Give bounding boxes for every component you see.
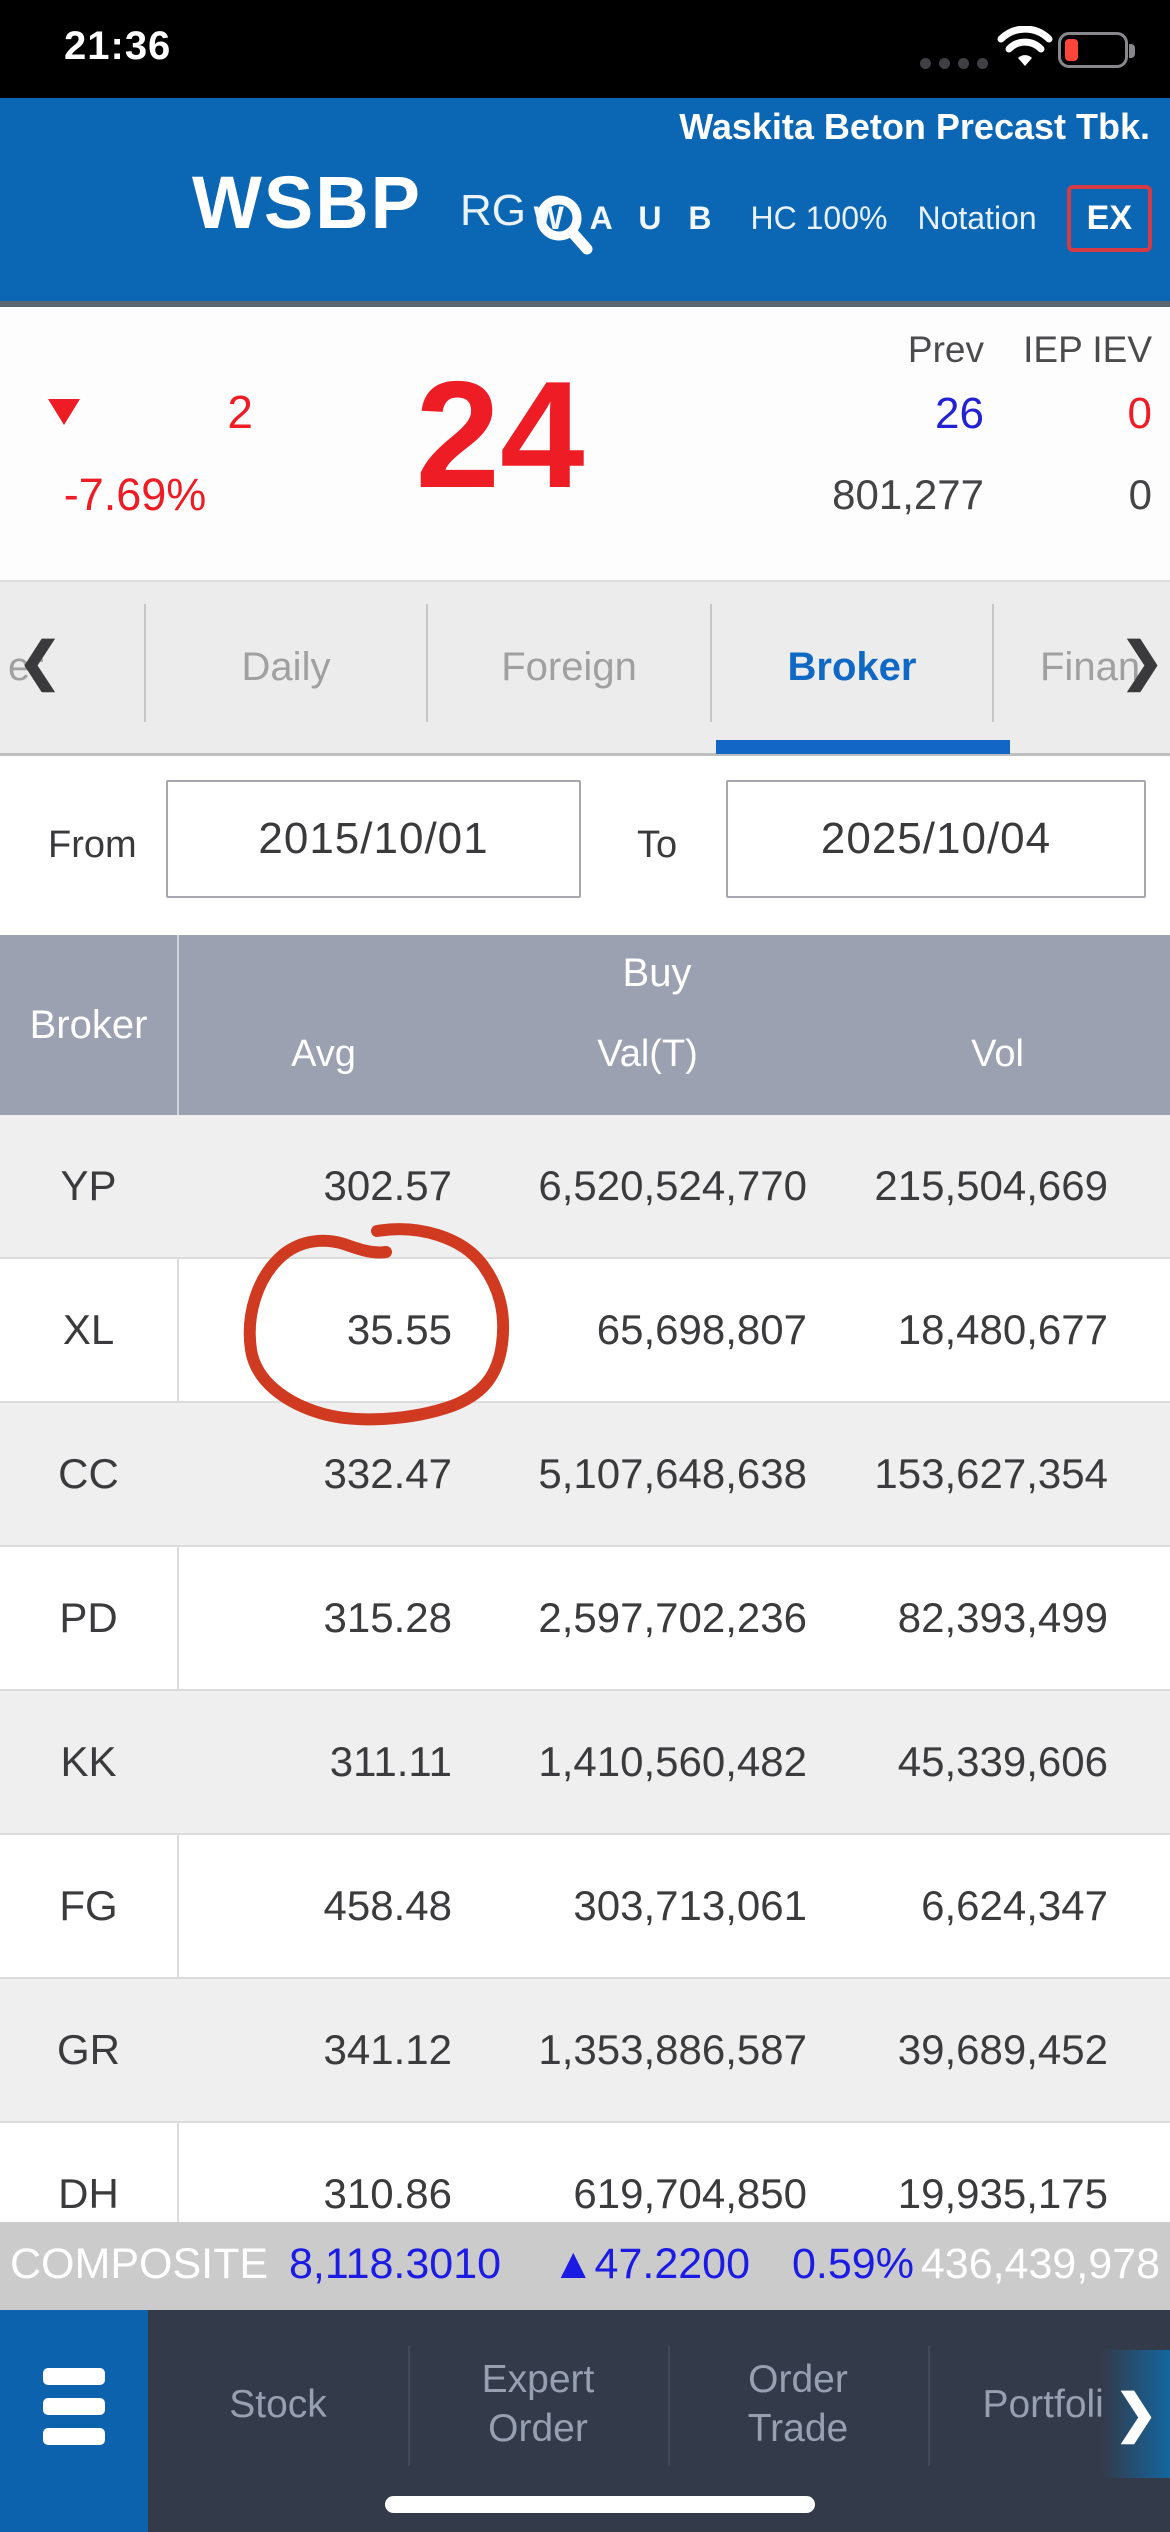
tab-broker[interactable]: Broker — [787, 645, 917, 689]
to-date-input[interactable]: 2025/10/04 — [726, 780, 1146, 898]
price-change: 2 — [227, 386, 253, 438]
chevron-right-icon[interactable]: ❯ — [1120, 633, 1164, 691]
composite-volume: 436,439,978 — [920, 2240, 1160, 2288]
prev-volume: 801,277 — [832, 471, 984, 518]
app-header: WSBP RG Waskita Beton Precast Tbk. W A U… — [0, 98, 1170, 307]
battery-level-low — [1065, 39, 1078, 61]
to-label: To — [637, 824, 678, 866]
menu-button[interactable] — [0, 2310, 148, 2532]
table-header: Broker Buy Avg Val(T) Vol — [0, 935, 1170, 1115]
tab-financial[interactable]: Finan — [1040, 645, 1141, 689]
company-name: Waskita Beton Precast Tbk. — [679, 106, 1150, 147]
composite-change: ▲47.2200 — [552, 2240, 750, 2288]
tab-daily[interactable]: Daily — [241, 645, 331, 689]
from-date-input[interactable]: 2015/10/01 — [166, 780, 581, 898]
iev-value: 0 — [1127, 389, 1152, 438]
nav-expert-order[interactable]: Expert Order — [481, 2358, 595, 2450]
val-column-header: Val(T) — [597, 1033, 698, 1075]
avg-column-header: Avg — [291, 1033, 356, 1075]
nav-stock[interactable]: Stock — [229, 2382, 327, 2426]
tab-bar: er Daily Foreign Broker Finan ❮ ❯ — [0, 580, 1170, 756]
vol-column-header: Vol — [971, 1033, 1024, 1075]
tab-partial-left[interactable]: er — [8, 645, 44, 689]
table-row-xl[interactable]: XL 35.55 65,698,807 18,480,677 — [0, 1259, 1170, 1403]
price-change-percent: -7.69% — [63, 469, 207, 520]
table-row-fg[interactable]: FG 458.48 303,713,061 6,624,347 — [0, 1835, 1170, 1979]
table-row-gr[interactable]: GR 341.12 1,353,886,587 39,689,452 — [0, 1979, 1170, 2123]
hamburger-icon — [43, 2367, 105, 2385]
composite-index-bar[interactable]: COMPOSITE 8,118.3010 ▲47.2200 0.59% 436,… — [0, 2222, 1170, 2310]
broker-column-header: Broker — [29, 1002, 148, 1047]
cellular-signal-icon — [920, 58, 988, 69]
battery-icon — [1058, 32, 1135, 68]
table-row-dh[interactable]: DH 310.86 619,704,850 19,935,175 — [0, 2123, 1170, 2267]
broker-table: Broker Buy Avg Val(T) Vol YP 302.57 6,52… — [0, 935, 1170, 2310]
composite-index-value: 8,118.3010 — [289, 2240, 502, 2288]
iep-iev-label: IEP IEV — [1023, 329, 1152, 370]
wifi-icon — [997, 26, 1053, 66]
home-indicator[interactable] — [385, 2496, 815, 2513]
status-bar: 21:36 — [0, 0, 1170, 98]
nav-order-trade[interactable]: Order Trade — [747, 2358, 849, 2450]
price-down-triangle-icon — [48, 399, 80, 425]
notation-ex-badge[interactable]: EX — [1066, 184, 1152, 252]
notation-label: Notation — [917, 199, 1037, 236]
chevron-left-icon[interactable]: ❮ — [18, 633, 62, 691]
notation-letters: W A U B — [533, 199, 721, 236]
table-row-cc[interactable]: CC 332.47 5,107,648,638 153,627,354 — [0, 1403, 1170, 1547]
stock-meta-row: W A U B HC 100% Notation EX — [534, 180, 1152, 256]
composite-name: COMPOSITE — [10, 2240, 269, 2288]
table-row-kk[interactable]: KK 311.11 1,410,560,482 45,339,606 — [0, 1691, 1170, 1835]
from-label: From — [48, 824, 137, 866]
tab-foreign[interactable]: Foreign — [501, 645, 637, 689]
nav-more-button[interactable]: ❯ — [1102, 2350, 1170, 2478]
table-row-pd[interactable]: PD 315.28 2,597,702,236 82,393,499 — [0, 1547, 1170, 1691]
price-section: 2 -7.69% 24 Prev IEP IEV 26 0 801,277 0 — [0, 307, 1170, 580]
nav-portfolio[interactable]: Portfolio — [982, 2382, 1126, 2426]
search-icon[interactable] — [532, 192, 596, 258]
bottom-nav: Stock Expert Order Order Trade Portfolio… — [0, 2310, 1170, 2532]
iev-value-2: 0 — [1128, 471, 1152, 518]
status-time: 21:36 — [64, 24, 172, 68]
table-row-yp[interactable]: YP 302.57 6,520,524,770 215,504,669 — [0, 1115, 1170, 1259]
last-price: 24 — [415, 350, 585, 520]
date-filter-row: From 2015/10/01 To 2025/10/04 — [0, 756, 1170, 935]
active-tab-underline — [716, 740, 1010, 754]
buy-group-header: Buy — [622, 951, 692, 995]
composite-percent: 0.59% — [792, 2240, 914, 2288]
chevron-right-icon: ❯ — [1114, 2385, 1158, 2443]
stock-symbol: WSBP — [192, 161, 422, 244]
prev-price: 26 — [935, 389, 984, 438]
prev-label: Prev — [907, 329, 984, 370]
haircut-label: HC 100% — [750, 199, 888, 236]
board-type: RG — [460, 186, 526, 235]
sub-headers: Avg Val(T) Vol — [177, 1033, 1170, 1076]
